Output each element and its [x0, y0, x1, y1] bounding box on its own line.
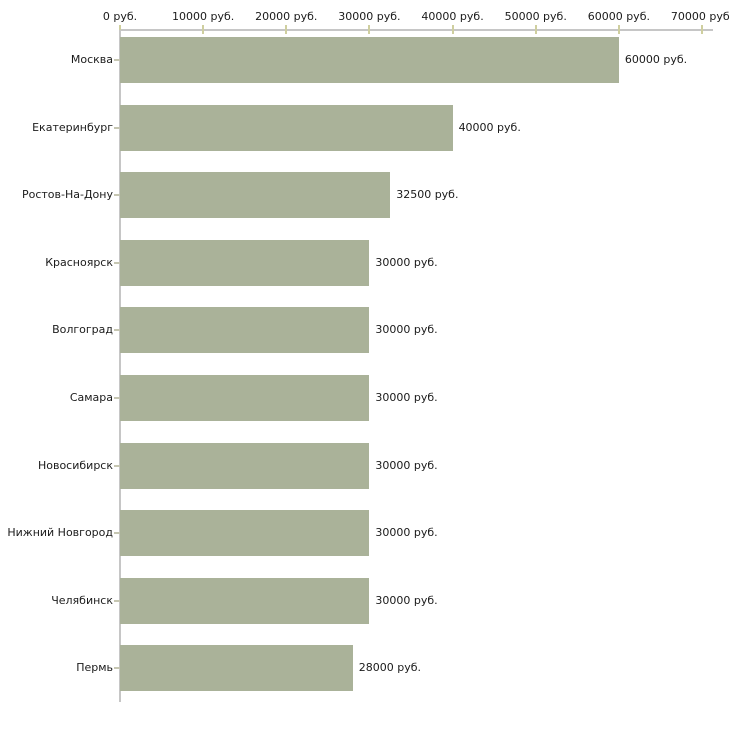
- category-label: Самара: [69, 391, 113, 404]
- category-axis-tick: [114, 464, 120, 467]
- category-label: Волгоград: [52, 323, 113, 337]
- category-axis-line: [119, 30, 121, 702]
- value-axis-tick: [202, 25, 205, 34]
- category-label: Красноярск: [45, 255, 113, 269]
- bar: [120, 37, 619, 83]
- value-label: 32500 руб.: [396, 188, 459, 202]
- value-axis-line: [120, 29, 713, 31]
- category-axis-tick: [114, 59, 120, 61]
- bar: [120, 307, 370, 354]
- category-axis-tick: [114, 194, 120, 197]
- category-label: Пермь: [76, 661, 113, 675]
- value-axis-tick: [617, 25, 620, 34]
- value-label: 30000 руб.: [375, 255, 438, 269]
- x-axis-tick-label: 50000 руб.: [504, 10, 567, 23]
- value-axis-tick: [285, 25, 288, 34]
- x-axis-tick-label: 30000 руб.: [338, 10, 401, 23]
- value-label: 30000 руб.: [375, 458, 438, 472]
- value-label: 30000 руб.: [375, 526, 438, 540]
- x-axis-tick-label: 0 руб.: [102, 10, 138, 23]
- x-axis-tick-label: 60000 руб.: [587, 10, 650, 23]
- category-label: Челябинск: [51, 593, 113, 607]
- bar: [120, 442, 370, 489]
- category-label: Екатеринбург: [32, 120, 113, 134]
- category-label: Новосибирск: [37, 458, 113, 472]
- value-axis-tick: [534, 25, 537, 34]
- category-axis-tick: [114, 261, 120, 264]
- value-label: 30000 руб.: [375, 391, 438, 404]
- bar: [120, 375, 370, 421]
- category-axis-tick: [114, 532, 120, 535]
- bar: [120, 645, 353, 692]
- category-axis-tick: [114, 329, 120, 332]
- value-label: 30000 руб.: [375, 593, 438, 607]
- x-axis-tick-label: 70000 руб.: [670, 10, 730, 23]
- value-axis-tick: [368, 25, 371, 34]
- value-axis-tick: [701, 25, 703, 34]
- category-label: Ростов-На-Дону: [21, 188, 113, 202]
- category-axis-tick: [114, 599, 120, 602]
- x-axis-tick-label: 10000 руб.: [172, 10, 235, 23]
- category-axis-tick: [114, 126, 120, 129]
- bar: [120, 577, 370, 624]
- bar: [120, 104, 453, 151]
- bar: [120, 510, 370, 557]
- category-label: Москва: [70, 53, 113, 66]
- category-axis-tick: [114, 667, 120, 670]
- category-axis-tick: [114, 397, 120, 399]
- x-axis-tick-label: 20000 руб.: [255, 10, 318, 23]
- value-label: 40000 руб.: [458, 120, 521, 134]
- bar: [120, 172, 391, 219]
- value-label: 28000 руб.: [358, 661, 422, 675]
- value-axis-tick: [451, 25, 454, 34]
- category-label: Нижний Новгород: [7, 526, 113, 540]
- bar: [120, 239, 370, 286]
- x-axis-tick-label: 40000 руб.: [421, 10, 484, 23]
- value-label: 30000 руб.: [375, 323, 438, 337]
- value-axis-tick: [119, 25, 121, 34]
- value-label: 60000 руб.: [624, 53, 688, 66]
